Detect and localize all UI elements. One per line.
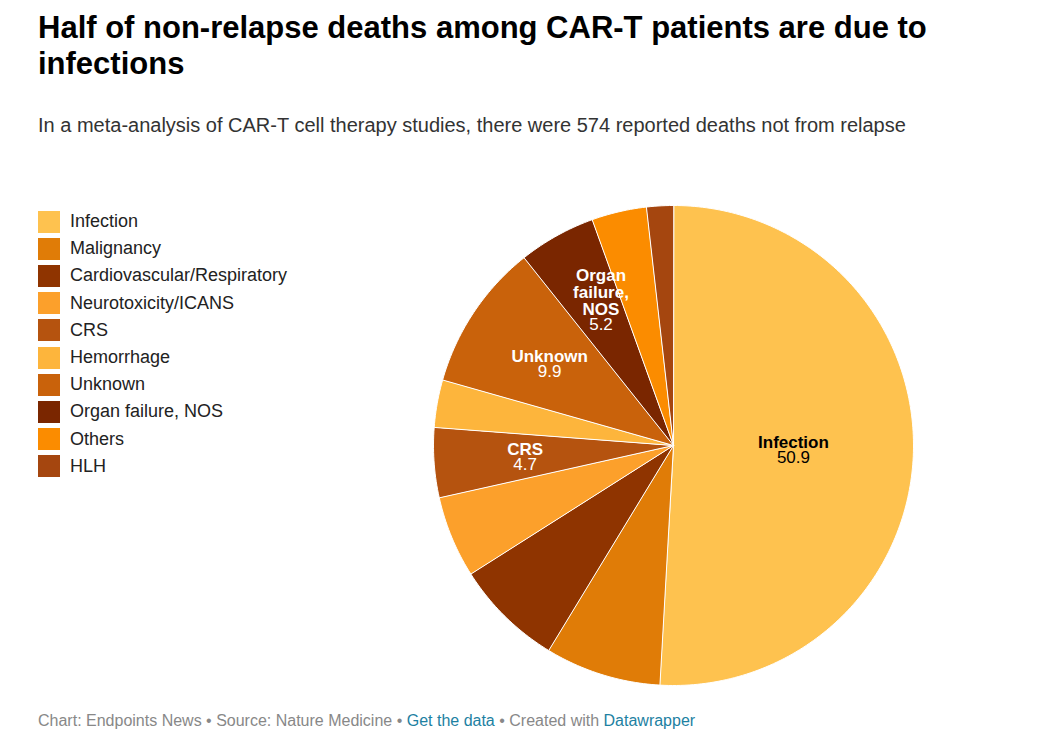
html-text:Chart: Endpoints News • Source: Chart: Endpoints News • Source: Nature M… xyxy=(38,712,696,729)
html-text:In a meta-analysis of CAR-T ce: In a meta-analysis of CAR-T cell therapy… xyxy=(38,114,906,136)
html-text:Malignancy: Malignancy xyxy=(70,238,161,259)
svg-text:50.9: 50.9 xyxy=(777,448,810,467)
html-text:Unknown: Unknown xyxy=(70,374,145,395)
svg-text:Unknown: Unknown xyxy=(511,347,588,366)
svg-text:4.7: 4.7 xyxy=(513,455,537,474)
svg-text:Infection: Infection xyxy=(758,432,829,452)
html-text:Neurotoxicity/ICANS: Neurotoxicity/ICANS xyxy=(70,292,235,313)
html-text:Hemorrhage: Hemorrhage xyxy=(70,347,170,367)
html-text:CRS: CRS xyxy=(70,319,108,340)
html-text:Cardiovascular/Respiratory: Cardiovascular/Respiratory xyxy=(70,265,288,286)
svg-text:9.9: 9.9 xyxy=(538,362,562,381)
svg-text:CRS: CRS xyxy=(507,440,543,460)
html-text:Infection: Infection xyxy=(70,211,138,232)
html-text:Organ failure, NOS: Organ failure, NOS xyxy=(70,401,224,422)
html-text:HLH: HLH xyxy=(70,455,106,476)
svg-text:Organfailure,NOS: Organfailure,NOS xyxy=(573,266,629,319)
svg-text:5.2: 5.2 xyxy=(589,315,613,334)
html-text:Half of non-relapse deaths amo: Half of non-relapse deaths among CAR-T p… xyxy=(38,10,927,81)
html-text:Others: Others xyxy=(70,428,124,449)
